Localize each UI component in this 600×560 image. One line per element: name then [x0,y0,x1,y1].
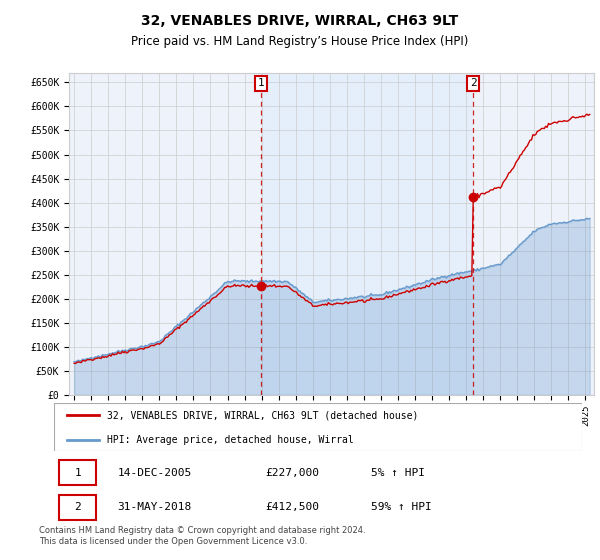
Text: 14-DEC-2005: 14-DEC-2005 [118,468,191,478]
Text: 2: 2 [74,502,81,512]
Text: Price paid vs. HM Land Registry’s House Price Index (HPI): Price paid vs. HM Land Registry’s House … [131,35,469,48]
Bar [261,73,473,395]
FancyBboxPatch shape [54,403,582,451]
FancyBboxPatch shape [59,494,96,520]
Text: Contains HM Land Registry data © Crown copyright and database right 2024.
This d: Contains HM Land Registry data © Crown c… [39,526,365,546]
Text: 59% ↑ HPI: 59% ↑ HPI [371,502,431,512]
FancyBboxPatch shape [59,460,96,486]
Text: 31-MAY-2018: 31-MAY-2018 [118,502,191,512]
Text: 32, VENABLES DRIVE, WIRRAL, CH63 9LT (detached house): 32, VENABLES DRIVE, WIRRAL, CH63 9LT (de… [107,410,418,420]
Text: £227,000: £227,000 [265,468,319,478]
Text: £412,500: £412,500 [265,502,319,512]
Text: 32, VENABLES DRIVE, WIRRAL, CH63 9LT: 32, VENABLES DRIVE, WIRRAL, CH63 9LT [142,14,458,28]
Text: 1: 1 [74,468,81,478]
Text: 5% ↑ HPI: 5% ↑ HPI [371,468,425,478]
Text: 2: 2 [470,78,476,88]
Text: HPI: Average price, detached house, Wirral: HPI: Average price, detached house, Wirr… [107,435,353,445]
Text: 1: 1 [257,78,264,88]
